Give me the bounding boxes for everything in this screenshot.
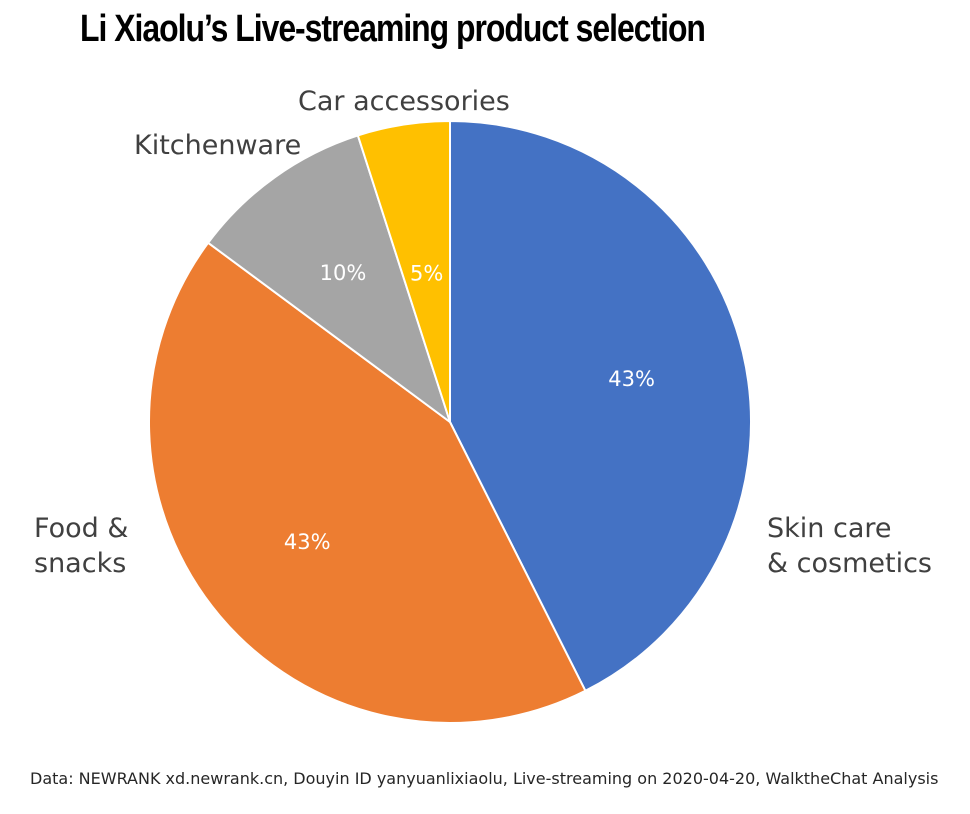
source-note: Data: NEWRANK xd.newrank.cn, Douyin ID y… (30, 769, 939, 788)
category-label-kitchenware: Kitchenware (134, 130, 301, 161)
category-label-car-accessories: Car accessories (298, 86, 510, 117)
slice-skin-care-and-cosmetics (449, 120, 753, 692)
slice-kitchenware (207, 134, 451, 423)
category-label-skin-care-and-cosmetics: Skin care & cosmetics (767, 513, 932, 579)
value-labels: 43% 43% 10% 5% (284, 261, 655, 554)
slice-car-accessories (356, 120, 451, 423)
value-label-food-and-snacks: 43% (284, 530, 331, 554)
pie-slices (148, 120, 753, 724)
value-label-kitchenware: 10% (320, 261, 367, 285)
slice-food-and-snacks (148, 241, 587, 724)
value-label-skin-care-and-cosmetics: 43% (608, 367, 655, 391)
category-labels: Skin care & cosmetics Food & snacks Kitchenw… (34, 86, 932, 579)
value-label-car-accessories: 5% (410, 261, 443, 285)
chart-title: Li Xiaolu’s Live-streaming product selec… (80, 8, 706, 50)
category-label-food-and-snacks: Food & snacks (34, 513, 128, 579)
